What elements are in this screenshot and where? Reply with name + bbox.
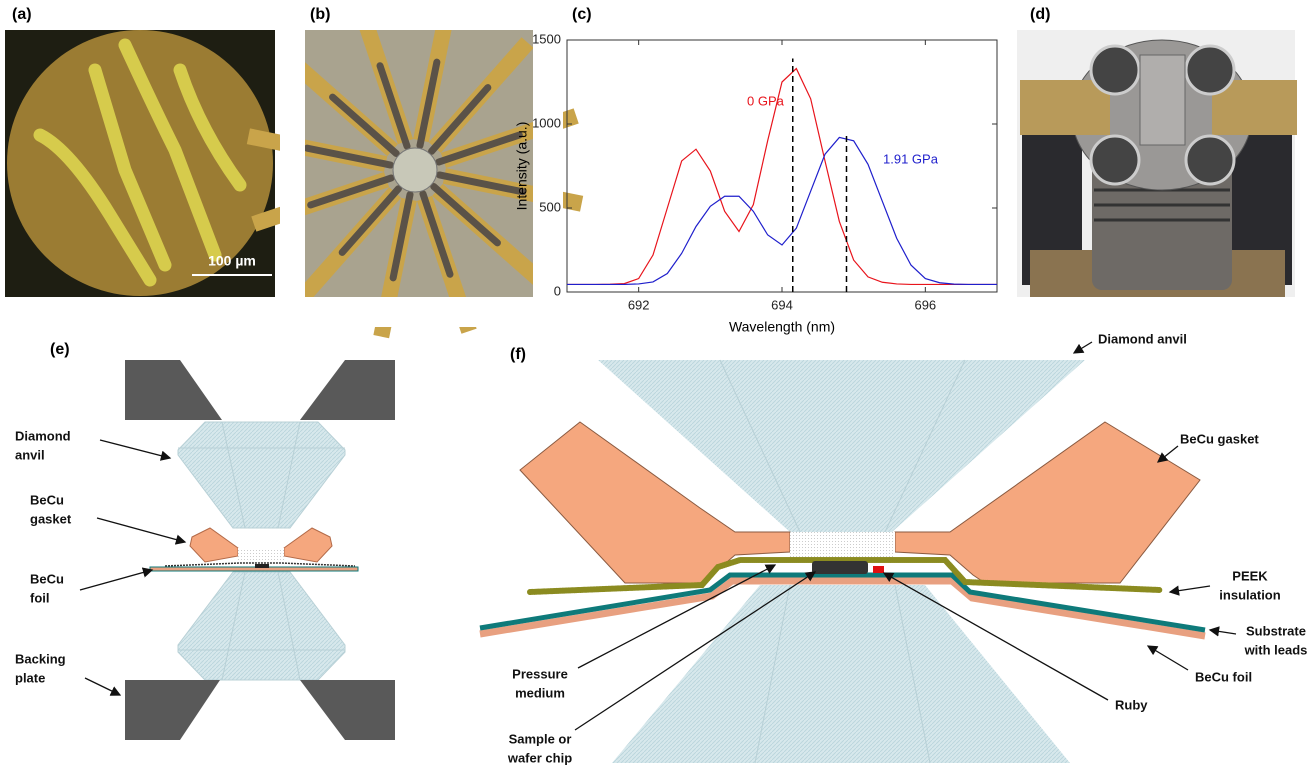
ruby — [873, 566, 884, 573]
y-tick-label: 1500 — [532, 31, 561, 46]
callout-label: Diamond anvil — [1098, 331, 1187, 346]
screw — [1091, 136, 1139, 184]
spectrum-chart: 0 500 1000 1500 692 694 696 Wavelength (nm) Inte… — [514, 31, 997, 334]
callout-label: BeCu — [30, 492, 64, 507]
callout-label: medium — [515, 685, 565, 700]
panel-label: (e) — [50, 341, 70, 358]
gasket — [284, 528, 332, 562]
callout-arrow — [1148, 646, 1188, 670]
callout-label: anvil — [15, 447, 45, 462]
photo-b-clip — [533, 20, 563, 310]
illustrations — [5, 0, 1297, 763]
callout-arrow — [100, 440, 170, 458]
panel-label: (c) — [572, 6, 592, 23]
callout-label: Sample or — [509, 731, 572, 746]
callout-label: Backing — [15, 651, 66, 666]
callout-label: Substrate — [1246, 623, 1306, 638]
callout-label: gasket — [30, 511, 72, 526]
callout-label: BeCu — [30, 571, 64, 586]
backing-plate — [300, 680, 395, 740]
callout-arrow — [1158, 446, 1178, 462]
gasket — [190, 528, 238, 562]
callout-label: Pressure — [512, 666, 568, 681]
x-axis-label: Wavelength (nm) — [729, 319, 835, 335]
pressure-medium — [790, 532, 895, 560]
screw — [1186, 46, 1234, 94]
callout-label: Diamond — [15, 428, 71, 443]
lead-tab — [1020, 80, 1110, 135]
pressure-medium — [238, 548, 284, 560]
screw — [1186, 136, 1234, 184]
callout-label: Ruby — [1115, 697, 1148, 712]
backing-plate — [125, 680, 220, 740]
chip — [393, 148, 437, 192]
callout-arrow — [97, 518, 185, 542]
photo-b-clip — [280, 20, 305, 310]
screw — [1091, 46, 1139, 94]
callout-arrow — [1074, 342, 1092, 353]
callout-arrow — [85, 678, 120, 695]
series-label: 0 GPa — [747, 93, 785, 108]
callout-label: insulation — [1219, 587, 1280, 602]
callout-arrow — [1170, 586, 1210, 592]
foil — [150, 567, 358, 571]
x-tick-label: 696 — [914, 297, 936, 312]
panel-label: (b) — [310, 6, 330, 23]
diamond-anvil — [178, 572, 345, 680]
callout-arrow — [80, 570, 152, 590]
callout-label: with leads — [1244, 642, 1308, 657]
piston — [1140, 55, 1185, 145]
backing-plate — [300, 360, 395, 420]
photo-b-clip — [300, 297, 540, 327]
panel-label: (a) — [12, 6, 32, 23]
backing-plate — [125, 360, 222, 420]
diamond-anvil — [178, 422, 345, 528]
callout-label: BeCu gasket — [1180, 431, 1259, 446]
y-tick-label: 500 — [539, 199, 561, 214]
y-tick-label: 1000 — [532, 115, 561, 130]
scale-bar-label: 100 µm — [208, 253, 256, 269]
callout-label: wafer chip — [507, 750, 572, 765]
diamond-anvil — [612, 585, 1070, 763]
y-axis-label: Intensity (a.u.) — [514, 122, 530, 211]
y-tick-label: 0 — [554, 283, 561, 298]
callout-label: BeCu foil — [1195, 669, 1252, 684]
panel-label: (d) — [1030, 6, 1050, 23]
callout-label: plate — [15, 670, 45, 685]
panel-label: (f) — [510, 346, 526, 363]
callout-label: foil — [30, 590, 50, 605]
callout-arrow — [1210, 630, 1236, 634]
figure: 0 500 1000 1500 692 694 696 Wavelength (nm) Inte… — [0, 0, 1313, 767]
sample — [812, 561, 868, 574]
series-label: 1.91 GPa — [883, 151, 939, 166]
callout-label: PEEK — [1232, 568, 1268, 583]
photo-b-clip — [300, 0, 540, 30]
x-tick-label: 694 — [771, 297, 793, 312]
x-tick-label: 692 — [628, 297, 650, 312]
sample — [255, 564, 269, 568]
